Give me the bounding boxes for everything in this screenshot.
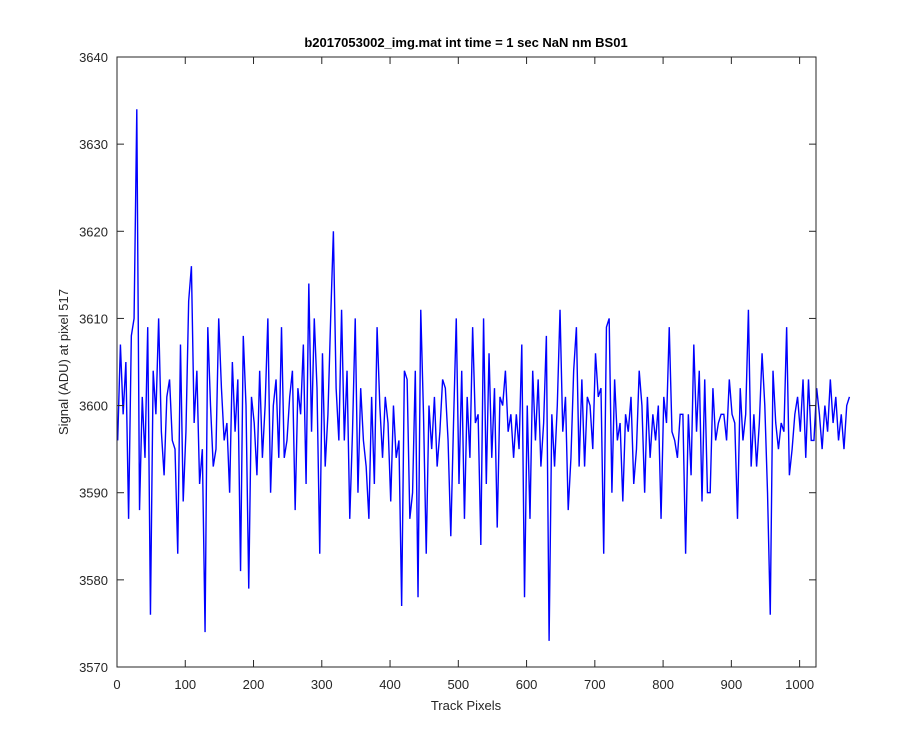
x-tick-label: 400 [379, 677, 401, 692]
x-tick-label: 0 [113, 677, 120, 692]
y-tick-label: 3610 [79, 311, 108, 326]
x-tick-label: 200 [243, 677, 265, 692]
x-tick-label: 800 [652, 677, 674, 692]
x-tick-label: 500 [447, 677, 469, 692]
y-tick-label: 3590 [79, 486, 108, 501]
x-tick-label: 300 [311, 677, 333, 692]
y-tick-label: 3620 [79, 224, 108, 239]
y-tick-label: 3580 [79, 573, 108, 588]
x-tick-label: 100 [174, 677, 196, 692]
x-tick-label: 900 [721, 677, 743, 692]
y-tick-label: 3630 [79, 137, 108, 152]
y-tick-label: 3640 [79, 50, 108, 65]
x-axis-label: Track Pixels [431, 698, 502, 713]
y-axis-label: Signal (ADU) at pixel 517 [56, 289, 71, 435]
y-tick-label: 3600 [79, 399, 108, 414]
y-tick-label: 3570 [79, 660, 108, 675]
axes-box [116, 56, 817, 668]
x-tick-label: 700 [584, 677, 606, 692]
x-tick-label: 1000 [785, 677, 814, 692]
series-line-0 [116, 109, 851, 641]
x-tick-label: 600 [516, 677, 538, 692]
chart-title: b2017053002_img.mat int time = 1 sec NaN… [304, 35, 627, 50]
